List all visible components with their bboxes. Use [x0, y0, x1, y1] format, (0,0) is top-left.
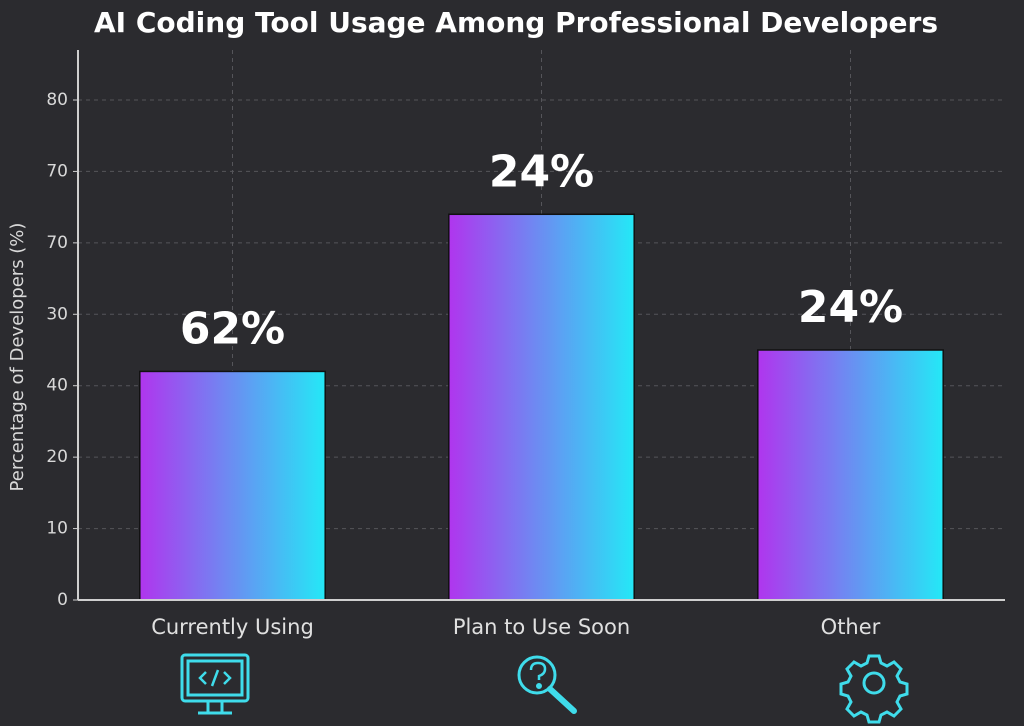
y-tick-label: 80 — [46, 90, 68, 110]
icon-search — [517, 655, 577, 714]
y-tick-label: 40 — [46, 376, 68, 396]
bar-annotation: 62% — [180, 303, 285, 354]
bar — [757, 349, 944, 601]
y-tick-label: 70 — [46, 161, 68, 181]
y-tick-label: 70 — [46, 233, 68, 253]
y-tick-label: 0 — [57, 590, 68, 610]
y-tick-label: 30 — [46, 304, 68, 324]
bar — [448, 213, 635, 601]
y-tick-label: 20 — [46, 447, 68, 467]
x-tick-label: Currently Using — [151, 615, 314, 639]
icon-gear — [839, 654, 909, 724]
chart-title: AI Coding Tool Usage Among Professional … — [94, 6, 938, 39]
bar-annotation: 24% — [489, 146, 594, 197]
icon-monitor — [180, 653, 250, 715]
y-axis-label: Percentage of Developers (%) — [7, 223, 28, 492]
y-tick-label: 10 — [46, 519, 68, 539]
bar-annotation: 24% — [798, 282, 903, 333]
x-tick-label: Plan to Use Soon — [453, 615, 630, 639]
x-tick-label: Other — [821, 615, 881, 639]
bar — [139, 370, 326, 601]
